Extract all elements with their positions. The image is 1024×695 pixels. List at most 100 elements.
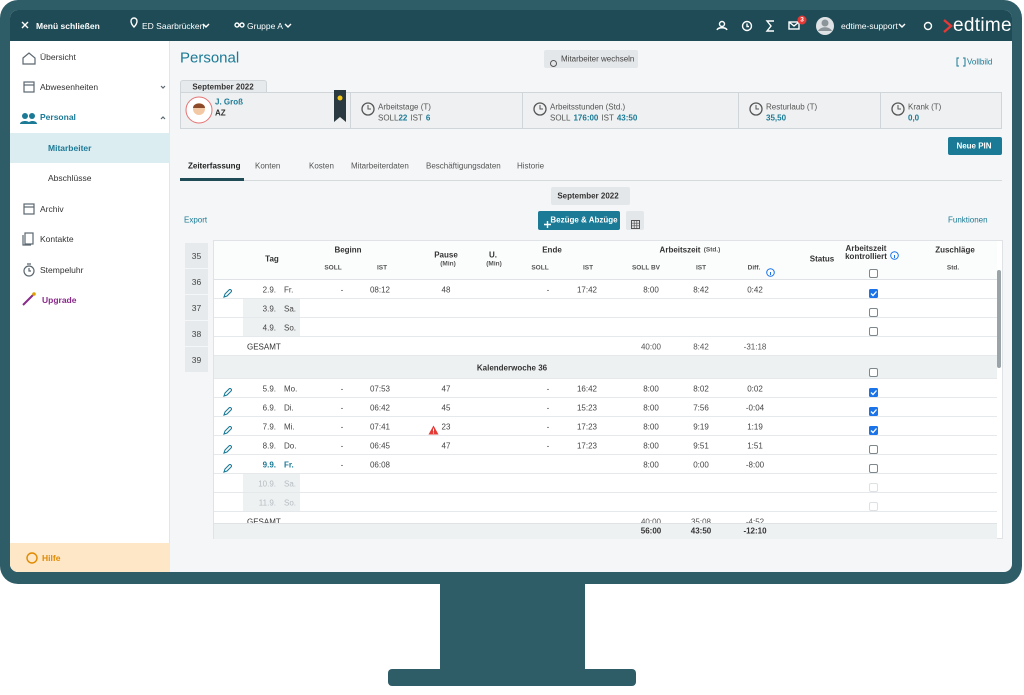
sidebar-item[interactable]: Abwesenheiten xyxy=(40,82,99,92)
refresh xyxy=(549,55,558,67)
add-button-label: Bezüge & Abzüge xyxy=(550,215,618,225)
header-cell: SOLL xyxy=(324,264,342,272)
bookmark-icon xyxy=(334,90,346,122)
stat-soll: 22 xyxy=(398,113,408,123)
edit-icon xyxy=(223,288,233,298)
row xyxy=(214,337,997,356)
day: Mo. xyxy=(284,384,298,393)
edit[interactable] xyxy=(223,460,233,473)
cell: - xyxy=(546,285,550,294)
stat-icon-icon xyxy=(749,102,763,116)
cell: 0:42 xyxy=(747,285,763,294)
tab[interactable]: Beschäftigungsdaten xyxy=(426,161,501,171)
sidebar-item[interactable]: Übersicht xyxy=(40,52,76,62)
week-box[interactable] xyxy=(185,321,208,346)
checkbox[interactable] xyxy=(868,403,878,416)
edit[interactable] xyxy=(223,422,233,435)
week-number: 38 xyxy=(191,328,202,339)
header-cell: (Std.) xyxy=(703,246,721,254)
tab[interactable]: Konten xyxy=(255,161,281,171)
header-cell: Status xyxy=(809,254,835,264)
stat-soll: 176:00 xyxy=(573,113,599,123)
week-number: 39 xyxy=(191,354,202,365)
checkbox[interactable] xyxy=(868,323,878,336)
total-cell: -4:52 xyxy=(745,517,765,526)
menu-close[interactable]: Menü schließen xyxy=(36,21,100,31)
checkbox-icon xyxy=(868,407,878,416)
week-box[interactable] xyxy=(185,269,208,294)
date: 11.9. xyxy=(258,498,276,507)
checkbox[interactable] xyxy=(868,265,878,278)
export[interactable]: Export xyxy=(184,215,208,225)
total-cell: 35:08 xyxy=(690,517,712,526)
edit-icon xyxy=(223,406,233,416)
new-pin-button[interactable] xyxy=(948,137,1002,155)
checkbox[interactable] xyxy=(868,304,878,317)
sidebar-item[interactable]: Archiv xyxy=(40,204,64,214)
stat-divider xyxy=(738,93,739,128)
sidebar-item[interactable]: Mitarbeiter xyxy=(48,143,92,153)
month-select[interactable] xyxy=(551,187,630,205)
add-button[interactable] xyxy=(538,211,620,230)
day: Mi. xyxy=(284,422,295,431)
sidebar-item[interactable]: Abschlüsse xyxy=(48,173,92,183)
date: 5.9. xyxy=(262,384,276,393)
cell: 06:08 xyxy=(369,460,391,469)
edit[interactable] xyxy=(223,285,233,298)
switch-button[interactable] xyxy=(544,50,638,68)
cell: 8:00 xyxy=(643,460,659,469)
cell: - xyxy=(340,403,344,412)
header-cell: IST xyxy=(376,264,388,272)
date: 9.9. xyxy=(262,460,276,469)
sidebar-item[interactable]: Personal xyxy=(40,112,76,122)
stat-divider xyxy=(880,93,881,128)
header-cell: U. xyxy=(489,250,497,260)
avatar xyxy=(185,96,213,124)
checkbox[interactable] xyxy=(868,364,878,377)
edit-icon xyxy=(223,444,233,454)
row xyxy=(214,379,997,398)
stat-icon-icon xyxy=(361,102,375,116)
cell: 06:42 xyxy=(369,403,391,412)
checkbox[interactable] xyxy=(868,384,878,397)
functions[interactable]: Funktionen xyxy=(948,215,988,225)
info-icon xyxy=(766,268,775,277)
mail-badge: 3 xyxy=(800,16,804,24)
group[interactable]: Gruppe A xyxy=(247,21,283,31)
checkbox-icon xyxy=(868,289,878,298)
week-box[interactable] xyxy=(185,347,208,372)
cell: 8:00 xyxy=(643,384,659,393)
tabs-line xyxy=(180,180,1002,181)
user-name[interactable]: edtime-support xyxy=(841,21,898,31)
edit[interactable] xyxy=(223,384,233,397)
fullscreen[interactable]: Vollbild xyxy=(967,57,993,67)
avatar-icon xyxy=(185,96,213,124)
checkbox[interactable] xyxy=(868,422,878,435)
sidebar-item[interactable]: Kontakte xyxy=(40,234,74,244)
sidebar-item[interactable]: Upgrade xyxy=(42,295,77,305)
sidebar-active xyxy=(10,133,170,163)
edit[interactable] xyxy=(223,441,233,454)
checkbox xyxy=(868,498,878,511)
tab[interactable]: Mitarbeiterdaten xyxy=(351,161,409,171)
help-bar[interactable] xyxy=(10,543,170,572)
cell: 16:42 xyxy=(576,384,598,393)
cell: 9:19 xyxy=(693,422,709,431)
edit[interactable] xyxy=(223,403,233,416)
cell: 08:12 xyxy=(369,285,391,294)
employee-code: AZ xyxy=(215,108,226,118)
week-box[interactable] xyxy=(185,295,208,320)
sidebar-item[interactable]: Stempeluhr xyxy=(40,265,84,275)
checkbox[interactable] xyxy=(868,460,878,473)
tab[interactable]: Kosten xyxy=(309,161,334,171)
location[interactable]: ED Saarbrücken xyxy=(142,21,205,31)
info xyxy=(890,247,899,260)
checkbox[interactable] xyxy=(868,441,878,454)
stat-icon xyxy=(890,101,906,117)
help[interactable]: Hilfe xyxy=(42,553,61,563)
tab[interactable]: Zeiterfassung xyxy=(188,161,241,171)
tab[interactable]: Historie xyxy=(517,161,545,171)
stat-label: Arbeitsstunden (Std.) xyxy=(550,102,626,112)
checkbox[interactable] xyxy=(868,285,878,298)
week-box[interactable] xyxy=(185,243,208,268)
